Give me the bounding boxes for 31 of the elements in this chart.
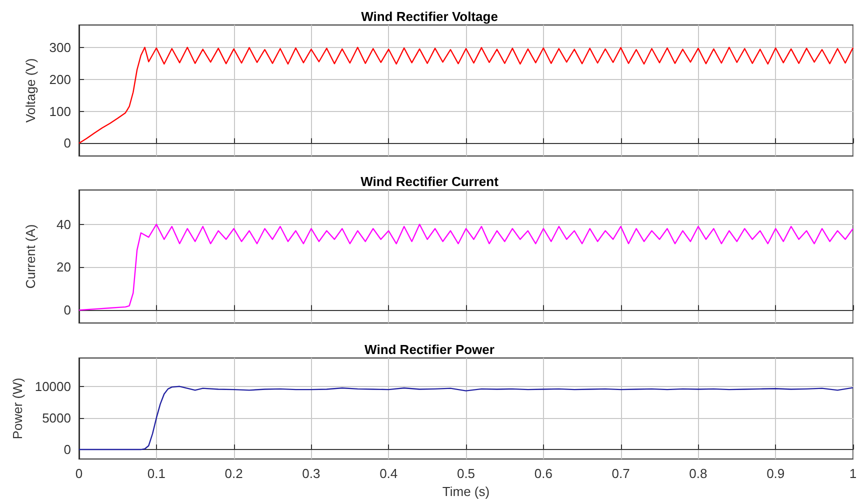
y-axis-title: Power (W) <box>10 378 25 440</box>
y-tick-label: 40 <box>56 216 71 232</box>
y-tick-label: 0 <box>64 302 71 318</box>
x-tick-label: 0.3 <box>302 466 320 481</box>
x-tick-label: 0.7 <box>612 466 630 481</box>
y-tick-label: 100 <box>49 104 71 119</box>
x-tick-label: 1 <box>849 466 857 481</box>
y-axis-title: Voltage (V) <box>23 58 38 123</box>
line-series <box>78 46 854 144</box>
chart-title: Wind Rectifier Current <box>360 174 500 189</box>
chart-title: Wind Rectifier Voltage <box>361 9 498 24</box>
y-axis-title: Current (A) <box>23 224 38 289</box>
y-tick-label: 20 <box>56 260 71 275</box>
y-tick-label: 5000 <box>42 410 71 426</box>
x-axis-title: Time (s) <box>442 484 490 499</box>
x-tick-label: 0.2 <box>224 466 243 481</box>
x-tick-label: 0.9 <box>766 466 785 481</box>
x-tick-label: 0.5 <box>456 466 476 481</box>
y-tick-label: 300 <box>49 40 71 55</box>
line-series <box>78 386 854 450</box>
y-tick-label: 200 <box>49 72 71 87</box>
line-series <box>78 224 854 311</box>
y-tick-label: 0 <box>64 136 71 151</box>
x-tick-label: 0.1 <box>147 466 166 481</box>
chart-title: Wind Rectifier Power <box>364 342 494 357</box>
x-tick-label: 0.8 <box>689 466 708 481</box>
x-tick-label: 0.4 <box>380 466 398 481</box>
x-tick-label: 0.6 <box>534 466 552 481</box>
y-tick-label: 10000 <box>34 378 71 394</box>
x-tick-label: 0 <box>75 466 83 481</box>
y-tick-label: 0 <box>64 442 71 458</box>
